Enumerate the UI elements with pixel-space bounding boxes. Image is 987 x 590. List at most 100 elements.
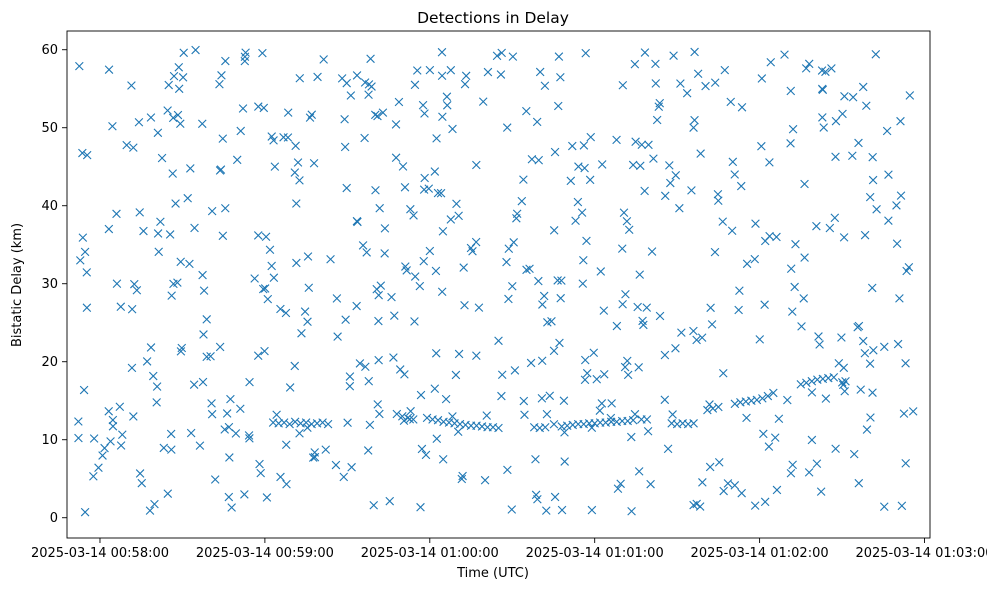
detection-point <box>517 196 527 206</box>
detection-point <box>616 479 625 489</box>
detection-point <box>525 264 534 274</box>
detection-point <box>618 80 628 90</box>
detection-point <box>692 335 701 345</box>
detection-point <box>375 409 384 419</box>
detection-point <box>178 73 188 82</box>
detection-point <box>690 47 699 57</box>
detection-point <box>649 154 658 163</box>
detection-point <box>258 48 267 58</box>
detection-point <box>418 100 428 110</box>
detection-point <box>378 108 388 117</box>
x-tick-label: 2025-03-14 01:00:00 <box>361 546 499 561</box>
detection-point <box>737 488 746 498</box>
detection-point <box>197 119 207 129</box>
detection-point <box>238 104 248 113</box>
detection-point <box>304 283 314 293</box>
detection-point <box>689 326 698 336</box>
detection-point <box>640 186 649 196</box>
detection-point <box>707 320 717 329</box>
y-tick-label: 40 <box>41 199 58 214</box>
detection-point <box>303 317 312 327</box>
detection-point <box>152 398 161 407</box>
detection-point <box>290 361 300 371</box>
detection-point <box>542 506 551 515</box>
detection-point <box>620 362 630 372</box>
detection-point <box>146 343 156 352</box>
detection-point <box>367 82 376 91</box>
detection-point <box>848 151 857 161</box>
detection-point <box>580 355 590 365</box>
detection-point <box>78 148 87 158</box>
detection-point <box>508 281 517 291</box>
detection-point <box>236 404 245 414</box>
detection-point <box>866 413 875 422</box>
detection-point <box>267 261 276 271</box>
detection-point <box>840 386 849 396</box>
detection-point <box>786 139 795 148</box>
detection-point <box>374 290 383 300</box>
detection-point <box>307 110 317 120</box>
detection-point <box>108 121 117 131</box>
detection-point <box>839 233 849 242</box>
detection-point <box>831 116 841 126</box>
detection-point <box>139 226 148 236</box>
track-point <box>392 409 402 419</box>
detection-point <box>303 252 313 261</box>
detection-point <box>108 415 118 425</box>
detection-point <box>171 199 180 208</box>
detection-point <box>129 412 138 421</box>
detection-point <box>199 286 209 295</box>
detection-point <box>446 215 456 224</box>
detection-point <box>259 103 269 113</box>
detection-point <box>430 384 440 393</box>
detection-point <box>494 336 503 346</box>
detection-point <box>579 141 589 150</box>
detection-point <box>597 399 607 408</box>
y-tick-label: 0 <box>50 511 58 526</box>
detection-point <box>240 56 250 66</box>
detection-point <box>166 429 176 439</box>
detection-point <box>104 65 114 74</box>
detection-point <box>867 283 877 293</box>
detection-point <box>540 81 550 91</box>
detection-point <box>834 359 844 368</box>
detection-point <box>628 160 638 170</box>
detection-point <box>631 137 640 147</box>
detection-point <box>555 338 564 348</box>
track-point <box>796 380 806 389</box>
detection-point <box>868 388 877 397</box>
detection-point <box>253 351 263 360</box>
detection-point <box>726 97 736 107</box>
detection-point <box>79 385 89 395</box>
detection-point <box>644 140 653 150</box>
track-point <box>422 413 432 423</box>
detection-point <box>868 152 877 162</box>
detection-point <box>698 478 707 487</box>
detection-point <box>730 170 740 179</box>
detection-point <box>905 91 915 100</box>
detection-point <box>821 394 831 403</box>
detection-point <box>482 411 492 420</box>
detection-point <box>260 346 269 356</box>
detection-point <box>869 346 878 355</box>
detection-point <box>276 472 285 482</box>
y-tick-label: 60 <box>41 43 58 58</box>
track-point <box>318 418 327 427</box>
detection-point <box>660 191 670 201</box>
detection-point <box>376 281 386 290</box>
detection-point <box>854 478 864 488</box>
detection-point <box>765 231 774 241</box>
detection-point <box>305 113 315 122</box>
detection-point <box>512 214 521 223</box>
detection-point <box>373 111 382 121</box>
detection-point <box>459 263 468 272</box>
detection-point <box>80 507 90 517</box>
detection-point <box>410 272 420 281</box>
detection-point <box>884 216 893 225</box>
x-tick-label: 2025-03-14 01:02:00 <box>691 546 829 561</box>
detection-point <box>116 302 126 311</box>
detection-point <box>899 409 909 418</box>
detection-point <box>666 178 675 188</box>
detection-point <box>130 279 139 289</box>
detection-point <box>112 209 121 219</box>
